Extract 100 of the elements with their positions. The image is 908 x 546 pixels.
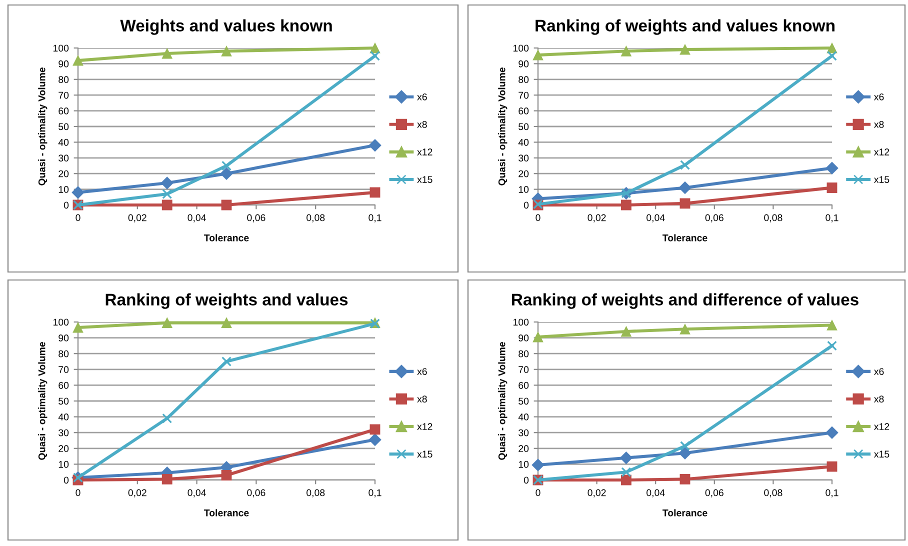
x-tick-label: 0,02 [128, 489, 146, 498]
point [532, 458, 544, 472]
x-tick-label: 0 [536, 214, 540, 222]
x-axis-title: Tolerance [204, 509, 249, 516]
y-tick-label: 60 [58, 108, 69, 114]
y-tick-label: 100 [53, 44, 69, 52]
x-tick-label: 0,06 [247, 214, 266, 222]
point [678, 181, 692, 194]
y-tick-label: 0 [64, 476, 69, 484]
point [222, 160, 232, 171]
legend-label: x12 [417, 423, 432, 430]
point [221, 318, 232, 328]
point [678, 446, 692, 460]
y-tick-label: 60 [518, 382, 529, 389]
point [162, 200, 172, 210]
legend-label: x12 [417, 148, 432, 156]
y-tick-label: 10 [58, 460, 69, 468]
y-tick-label: 0 [524, 202, 529, 209]
x-tick-label: 0,08 [306, 489, 325, 498]
y-tick-label: 100 [53, 318, 69, 326]
y-tick-label: 40 [58, 414, 69, 420]
x-tick-label: 0 [76, 214, 80, 222]
point [680, 474, 690, 484]
y-tick-label: 50 [58, 398, 69, 405]
y-axis-title: Quasi - optimality Volume [498, 67, 508, 186]
x-axis-title: Tolerance [662, 234, 708, 242]
y-tick-label: 90 [518, 60, 529, 68]
point [620, 46, 632, 56]
x-tick-label: 0,06 [705, 489, 724, 498]
y-tick-label: 70 [58, 366, 69, 374]
y-tick-label: 20 [58, 445, 69, 452]
y-tick-label: 0 [524, 476, 529, 484]
point [162, 189, 172, 200]
x-tick-label: 0 [536, 489, 540, 496]
legend-label: x8 [874, 121, 884, 128]
point [222, 356, 232, 366]
x-tick-label: 0,04 [188, 214, 206, 222]
x-tick-label: 0,1 [368, 214, 382, 222]
y-tick-label: 50 [518, 123, 529, 130]
x-tick-label: 0 [76, 489, 80, 496]
x-tick-label: 0,1 [826, 489, 838, 498]
x-tick-label: 0,08 [764, 214, 782, 222]
y-tick-label: 30 [518, 429, 529, 436]
x-tick-label: 0,08 [306, 214, 325, 222]
y-axis-title: Quasi - optimality Volume [38, 67, 48, 186]
point [621, 467, 632, 478]
point [680, 198, 690, 209]
point [826, 320, 838, 330]
legend-label: x15 [874, 450, 890, 458]
y-tick-label: 20 [518, 170, 529, 178]
x-tick-label: 0,02 [588, 214, 606, 222]
chart-title: Ranking of weights and values known [536, 19, 834, 35]
y-tick-label: 40 [518, 414, 529, 420]
point [368, 433, 382, 446]
point [620, 474, 632, 486]
point [370, 50, 380, 61]
y-tick-label: 80 [518, 76, 529, 84]
x-tick-label: 0,02 [588, 489, 606, 498]
legend-label: x15 [874, 176, 890, 183]
x-tick-label: 0,08 [764, 489, 782, 498]
point [620, 452, 632, 464]
point [370, 187, 380, 198]
y-tick-label: 10 [518, 460, 529, 468]
point [220, 167, 233, 180]
y-tick-label: 100 [513, 318, 529, 326]
y-tick-label: 100 [513, 44, 529, 52]
y-tick-label: 70 [518, 92, 529, 99]
legend-label: x12 [874, 423, 890, 430]
x-tick-label: 0,04 [646, 489, 665, 498]
y-tick-label: 40 [518, 138, 529, 146]
legend-label: x15 [417, 450, 432, 458]
x-axis-title: Tolerance [662, 509, 708, 516]
legend-label: x6 [417, 93, 427, 100]
x-tick-label: 0,04 [646, 214, 665, 222]
point [532, 50, 544, 60]
y-tick-label: 40 [58, 138, 69, 146]
x-tick-label: 0,04 [188, 489, 206, 498]
point [680, 44, 690, 55]
point [221, 200, 232, 210]
point [370, 424, 380, 435]
y-tick-label: 0 [64, 202, 69, 209]
y-tick-label: 30 [58, 154, 69, 162]
legend-label: x8 [417, 121, 427, 128]
point [162, 413, 172, 424]
point [826, 182, 838, 193]
y-tick-label: 20 [518, 445, 529, 452]
point [221, 46, 232, 56]
y-tick-label: 90 [58, 60, 69, 68]
y-tick-label: 70 [58, 92, 69, 99]
y-tick-label: 60 [518, 108, 529, 114]
legend-label: x6 [417, 368, 427, 375]
x-tick-label: 0,1 [368, 489, 382, 498]
point [72, 186, 84, 199]
y-axis-title: Quasi - optimality Volume [498, 342, 508, 460]
chart-title: Ranking of weights and difference of values [512, 293, 858, 309]
y-tick-label: 70 [518, 366, 529, 374]
point [162, 48, 172, 59]
x-axis-title: Tolerance [204, 234, 249, 242]
point [162, 318, 172, 328]
point [160, 176, 174, 190]
